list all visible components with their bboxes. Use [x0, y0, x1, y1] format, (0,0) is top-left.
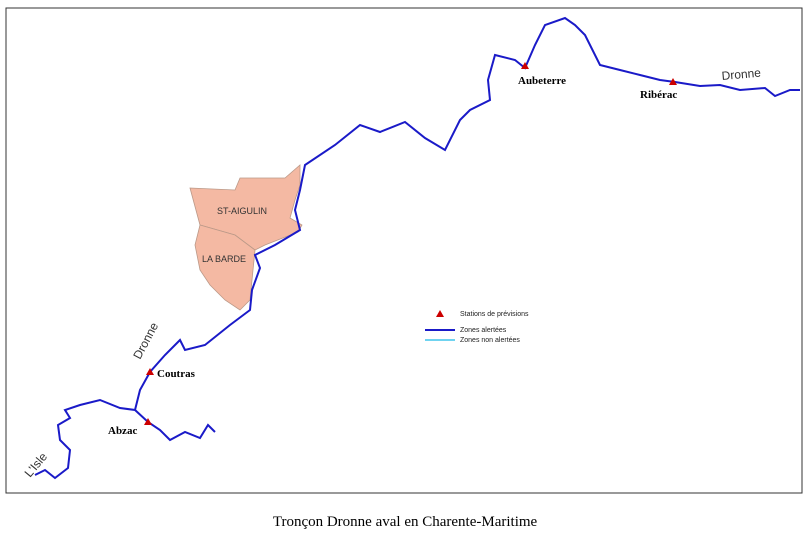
station-marker [669, 78, 677, 85]
station-label: Aubeterre [518, 75, 566, 87]
zone-label: ST-AIGULIN [217, 206, 267, 216]
zone-la-barde [194, 224, 256, 311]
zone-label: LA BARDE [202, 254, 246, 264]
station-marker [144, 418, 152, 425]
caption: Tronçon Dronne aval en Charente-Maritime [273, 514, 538, 530]
river-dronne [134, 16, 800, 411]
river-isle [34, 398, 216, 480]
station-label: Coutras [157, 368, 196, 380]
river-label: Dronne [721, 66, 762, 83]
station-label: Ribérac [640, 89, 677, 101]
legend-label: Zones alertées [460, 327, 507, 334]
station-label: Abzac [108, 425, 137, 437]
station-marker [146, 368, 154, 375]
map-frame [5, 7, 803, 494]
station-marker [521, 62, 529, 69]
legend-label: Stations de prévisions [460, 311, 529, 318]
legend-marker [436, 310, 444, 317]
legend-label: Zones non alertées [460, 337, 520, 344]
